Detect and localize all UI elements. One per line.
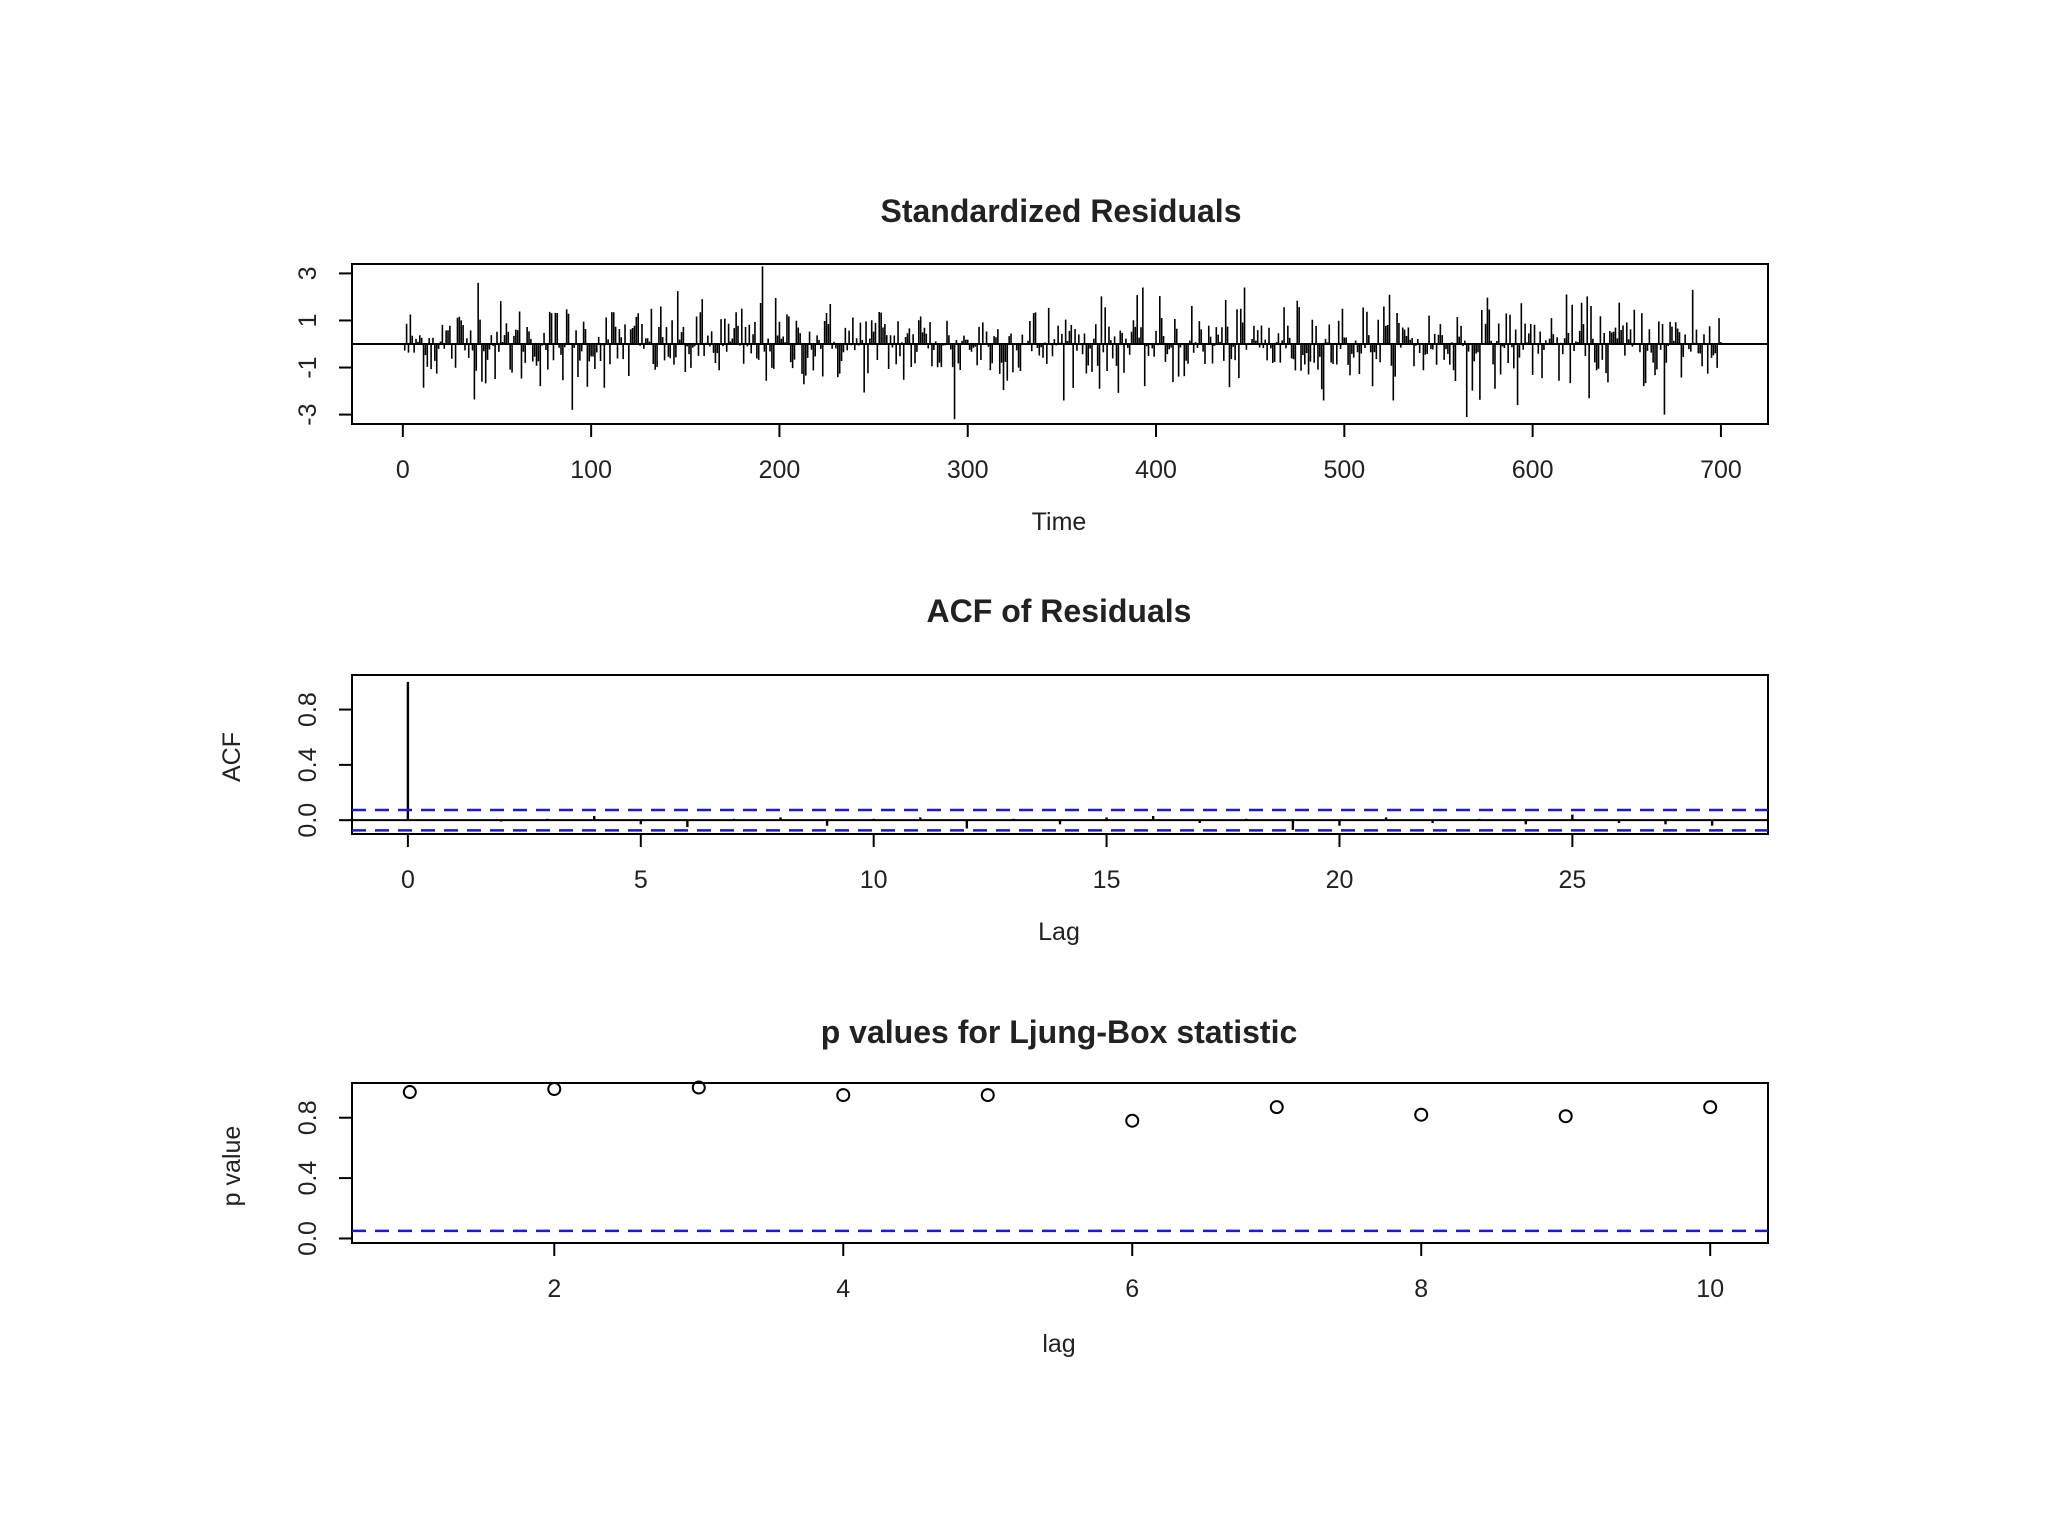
x-tick-label: 200: [759, 456, 801, 484]
residual-bar: [403, 266, 1722, 420]
y-tick-label: 1: [294, 314, 322, 328]
x-axis-ticks: 0 100 200 300 400 500 600 700: [396, 424, 1742, 484]
x-tick-label: 10: [860, 866, 888, 894]
x-axis-label: lag: [1042, 1330, 1075, 1358]
ljung-box-panel: p values for Ljung-Box statistic 2 4 6 8 10 …: [218, 1014, 1769, 1358]
y-tick-label: -3: [294, 403, 322, 425]
pvalue-point: [691, 1080, 706, 1095]
x-axis-label: Time: [1032, 508, 1087, 536]
x-tick-label: 20: [1326, 866, 1354, 894]
y-axis-ticks: 0.0 0.4 0.8: [294, 692, 352, 838]
y-tick-label: -1: [294, 356, 322, 378]
pvalue-point: [1703, 1100, 1718, 1115]
x-tick-label: 10: [1696, 1275, 1724, 1303]
x-tick-label: 25: [1558, 866, 1586, 894]
x-tick-label: 300: [947, 456, 989, 484]
x-tick-label: 0: [401, 866, 415, 894]
x-tick-label: 6: [1125, 1275, 1139, 1303]
y-tick-label: 0.8: [294, 692, 322, 727]
pvalue-point: [836, 1088, 851, 1103]
y-tick-label: 0.4: [294, 1161, 322, 1196]
x-tick-label: 500: [1323, 456, 1365, 484]
pvalue-point: [1414, 1107, 1429, 1122]
chart-title: ACF of Residuals: [927, 593, 1192, 629]
x-tick-label: 15: [1093, 866, 1121, 894]
pvalue-point: [1269, 1100, 1284, 1115]
pvalue-point: [1125, 1113, 1140, 1128]
x-tick-label: 700: [1700, 456, 1742, 484]
x-axis-ticks: 2 4 6 8 10: [547, 1243, 1724, 1303]
plot-frame: [351, 674, 1769, 835]
y-tick-label: 0.0: [294, 803, 322, 838]
acf-bars: [406, 681, 1714, 830]
y-tick-label: 0.0: [294, 1221, 322, 1256]
x-tick-label: 4: [836, 1275, 850, 1303]
pvalue-points: [402, 1080, 1718, 1128]
plot-frame: [351, 1082, 1769, 1244]
y-axis-label: ACF: [218, 732, 246, 782]
x-tick-label: 100: [570, 456, 612, 484]
y-tick-label: 3: [294, 266, 322, 280]
x-tick-label: 400: [1135, 456, 1177, 484]
y-axis-label: p value: [218, 1126, 246, 1207]
y-axis-ticks: 0.0 0.4 0.8: [294, 1100, 352, 1256]
y-tick-label: 0.4: [294, 747, 322, 782]
residual-bars: [403, 266, 1722, 420]
x-tick-label: 2: [547, 1275, 561, 1303]
pvalue-point: [402, 1085, 417, 1100]
x-tick-label: 600: [1512, 456, 1554, 484]
pvalue-point: [980, 1088, 995, 1103]
x-axis-label: Lag: [1038, 918, 1080, 946]
y-tick-label: 0.8: [294, 1100, 322, 1135]
pvalue-point: [547, 1082, 562, 1097]
x-axis-ticks: 0 5 10 15 20 25: [401, 834, 1586, 894]
standardized-residuals-panel: Standardized Residuals 0 100 200 300 400 500 6…: [294, 193, 1769, 536]
x-tick-label: 5: [634, 866, 648, 894]
x-tick-label: 0: [396, 456, 410, 484]
x-tick-label: 8: [1414, 1275, 1428, 1303]
chart-title: Standardized Residuals: [881, 193, 1242, 229]
acf-panel: ACF of Residuals 0 5 10 15 20 25 0.0 0.4 0.8 La…: [218, 593, 1769, 946]
chart-title: p values for Ljung-Box statistic: [821, 1014, 1298, 1050]
y-axis-ticks: -3 -1 1 3: [294, 266, 352, 426]
pvalue-point: [1558, 1109, 1573, 1124]
